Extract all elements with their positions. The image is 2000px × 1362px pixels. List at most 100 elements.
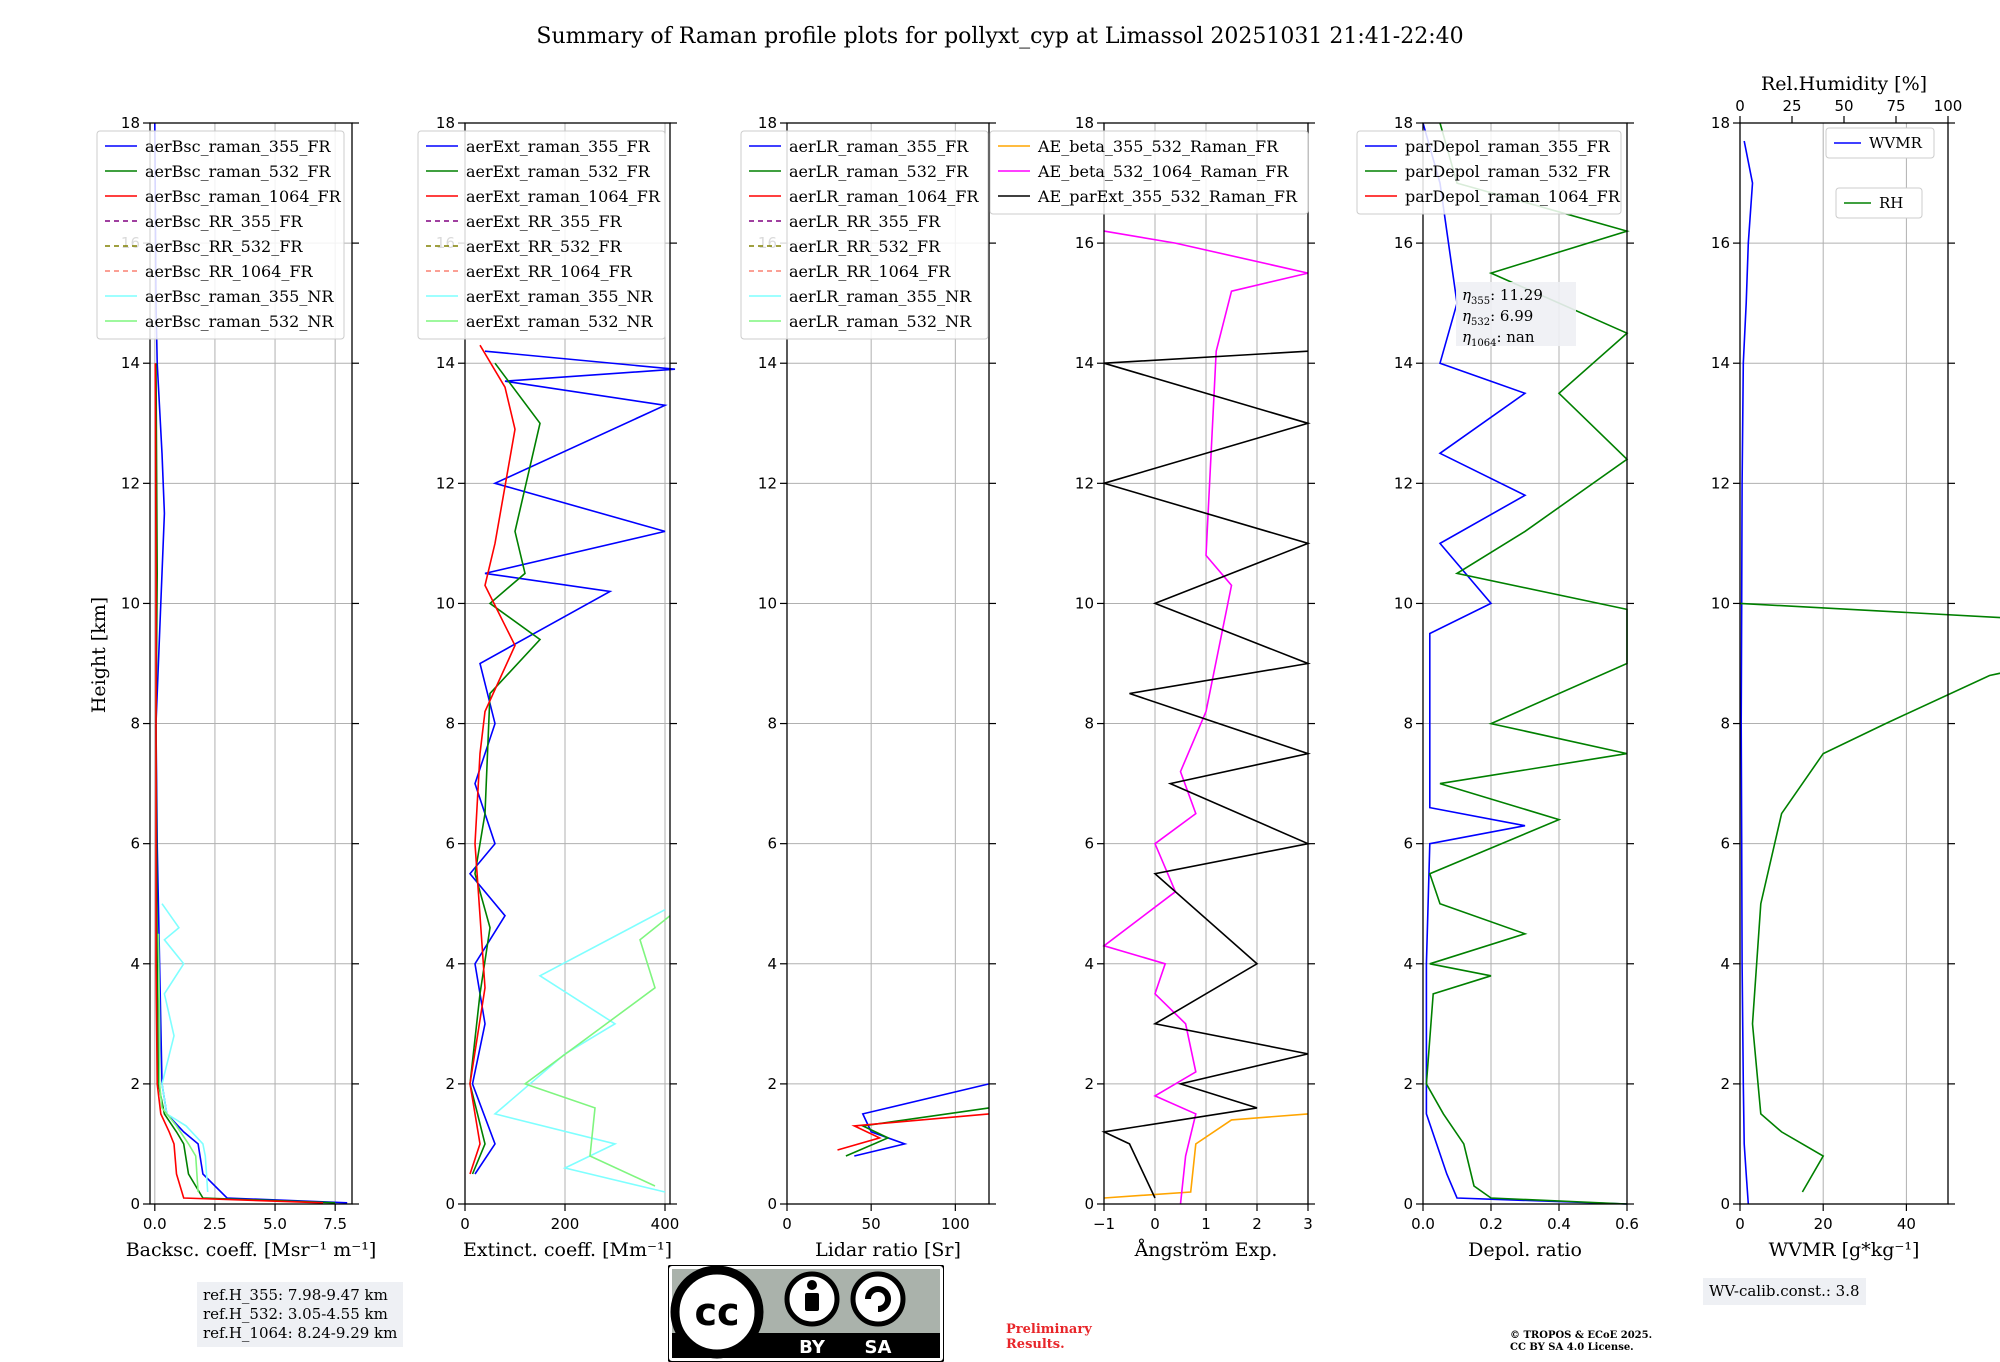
panel-water_vapor: 0 20 40 0 2 4 6 8 10 12 14 16 18 WVMR [g*kg⁻¹] 0 25 50 75… — [1711, 73, 2000, 1261]
y-tick-label: 12 — [1075, 474, 1094, 492]
x-tick-label: 5.0 — [263, 1215, 287, 1233]
x-tick-label: 0.4 — [1547, 1215, 1571, 1233]
x-tick-label: 20 — [1814, 1215, 1833, 1233]
y-tick-label: 2 — [1720, 1075, 1730, 1093]
y-tick-label: 12 — [436, 474, 455, 492]
preliminary-line-1: Preliminary — [1006, 1322, 1092, 1337]
y-tick-label: 2 — [130, 1075, 140, 1093]
x-tick-label: 0 — [1150, 1215, 1160, 1233]
legend-entry: aerBsc_RR_1064_FR — [145, 262, 314, 281]
y-tick-label: 12 — [1394, 474, 1413, 492]
series-line-aerExt_raman_355_FR — [468, 350, 676, 1175]
legend-entry: aerBsc_raman_532_NR — [145, 312, 334, 331]
eta-box — [1456, 282, 1576, 346]
wv-calibration-box: WV-calib.const.: 3.8 — [1703, 1278, 1866, 1305]
legend-entry: aerExt_raman_1064_FR — [466, 187, 661, 206]
y-tick-label: 18 — [1711, 114, 1730, 132]
y-tick-label: 6 — [445, 835, 455, 853]
legend-entry: aerBsc_RR_355_FR — [145, 212, 303, 231]
legend-entry: aerLR_RR_532_FR — [789, 237, 941, 256]
ref-h-532: ref.H_532: 3.05-4.55 km — [203, 1305, 388, 1323]
legend-entry: parDepol_raman_532_FR — [1405, 162, 1611, 181]
series-line-AE_beta_532_1064_Raman_FR — [1102, 230, 1309, 1205]
top-axis-label: Rel.Humidity [%] — [1761, 73, 1927, 95]
reference-height-box: ref.H_355: 7.98-9.47 km ref.H_532: 3.05-… — [197, 1282, 404, 1347]
top-x-tick-label: 50 — [1834, 97, 1853, 115]
series-line-aerBsc_raman_532_FR — [155, 363, 336, 1204]
legend-box — [989, 130, 1309, 215]
legend-entry: parDepol_raman_355_FR — [1405, 137, 1611, 156]
legend-box — [1825, 127, 1935, 159]
preliminary-note: Preliminary Results. — [1006, 1322, 1092, 1352]
series-line-aerBsc_raman_1064_FR — [154, 363, 324, 1204]
y-tick-label: 16 — [1075, 234, 1094, 252]
eta-value: η1064: nan — [1462, 328, 1535, 349]
x-tick-label: 3 — [1303, 1215, 1313, 1233]
y-tick-label: 4 — [1720, 955, 1730, 973]
y-tick-label: 6 — [1720, 835, 1730, 853]
legend-entry: aerExt_raman_355_FR — [466, 137, 651, 156]
top-x-tick-label: 75 — [1886, 97, 1905, 115]
x-axis-label: Lidar ratio [Sr] — [815, 1239, 961, 1261]
legend-entry: aerExt_raman_532_FR — [466, 162, 651, 181]
y-tick-label: 10 — [436, 594, 455, 612]
legend-box — [417, 130, 666, 340]
x-tick-label: 100 — [941, 1215, 970, 1233]
y-tick-label: 8 — [445, 715, 455, 733]
legend-entry: aerLR_raman_532_NR — [789, 312, 972, 331]
x-tick-label: 400 — [651, 1215, 680, 1233]
legend-entry: aerBsc_raman_532_FR — [145, 162, 331, 181]
x-axis-label: Extinct. coeff. [Mm⁻¹] — [463, 1239, 672, 1261]
copyright-line-1: © TROPOS & ECoE 2025. — [1510, 1330, 1653, 1341]
y-tick-label: 18 — [436, 114, 455, 132]
preliminary-line-2: Results. — [1006, 1337, 1065, 1352]
x-tick-label: 0.0 — [143, 1215, 167, 1233]
legend-entry: AE_beta_532_1064_Raman_FR — [1037, 162, 1289, 181]
copyright-line-2: CC BY SA 4.0 License. — [1510, 1342, 1634, 1353]
cc-sa-text: SA — [865, 1337, 892, 1358]
y-tick-label: 10 — [1711, 594, 1730, 612]
y-tick-label: 4 — [445, 955, 455, 973]
series-line-AE_beta_355_532_Raman_FR — [1103, 1113, 1309, 1199]
series-line-aerLR_raman_532_FR — [845, 1107, 990, 1157]
y-tick-label: 4 — [1084, 955, 1094, 973]
y-tick-label: 0 — [1084, 1195, 1094, 1213]
y-tick-label: 0 — [1403, 1195, 1413, 1213]
series-line-WVMR — [1740, 140, 1754, 1205]
legend-box — [740, 130, 989, 340]
cc-by-text: BY — [799, 1337, 826, 1358]
legend-entry: aerExt_RR_532_FR — [466, 237, 623, 256]
legend-box — [1356, 130, 1622, 215]
y-tick-label: 14 — [758, 354, 777, 372]
series-line-parDepol_raman_355_FR — [1422, 122, 1628, 1205]
y-tick-label: 2 — [1403, 1075, 1413, 1093]
legend-entry: AE_parExt_355_532_Raman_FR — [1037, 187, 1298, 206]
x-axis-label: Backsc. coeff. [Msr⁻¹ m⁻¹] — [126, 1239, 377, 1261]
y-tick-label: 2 — [445, 1075, 455, 1093]
series-line-AE_parExt_355_532_Raman_FR — [1101, 350, 1311, 1199]
legend-entry: aerLR_raman_355_FR — [789, 137, 969, 156]
y-tick-label: 2 — [767, 1075, 777, 1093]
legend-entry: WVMR — [1869, 134, 1923, 152]
legend-entry: aerExt_raman_532_NR — [466, 312, 654, 331]
panel-extinction: 0200400024681012141618Extinct. coeff. [M… — [417, 114, 680, 1261]
x-tick-label: 50 — [862, 1215, 881, 1233]
y-tick-label: 0 — [1720, 1195, 1730, 1213]
legend-box — [1835, 187, 1923, 219]
axes-frame — [149, 122, 353, 1205]
x-tick-label: 7.5 — [323, 1215, 347, 1233]
y-tick-label: 10 — [1394, 594, 1413, 612]
top-x-tick-label: 100 — [1934, 97, 1963, 115]
y-tick-label: 4 — [130, 955, 140, 973]
y-tick-label: 2 — [1084, 1075, 1094, 1093]
x-axis-label: Ångström Exp. — [1134, 1239, 1278, 1261]
ref-h-1064: ref.H_1064: 8.24-9.29 km — [203, 1324, 398, 1342]
eta-value: η355: 11.29 — [1462, 286, 1543, 307]
legend-entry: aerBsc_raman_1064_FR — [145, 187, 342, 206]
series-line-aerBsc_raman_355_FR — [154, 122, 348, 1204]
y-tick-label: 4 — [1403, 955, 1413, 973]
y-tick-label: 0 — [767, 1195, 777, 1213]
series-line-aerBsc_raman_532_NR — [157, 933, 199, 1193]
y-tick-label: 0 — [130, 1195, 140, 1213]
